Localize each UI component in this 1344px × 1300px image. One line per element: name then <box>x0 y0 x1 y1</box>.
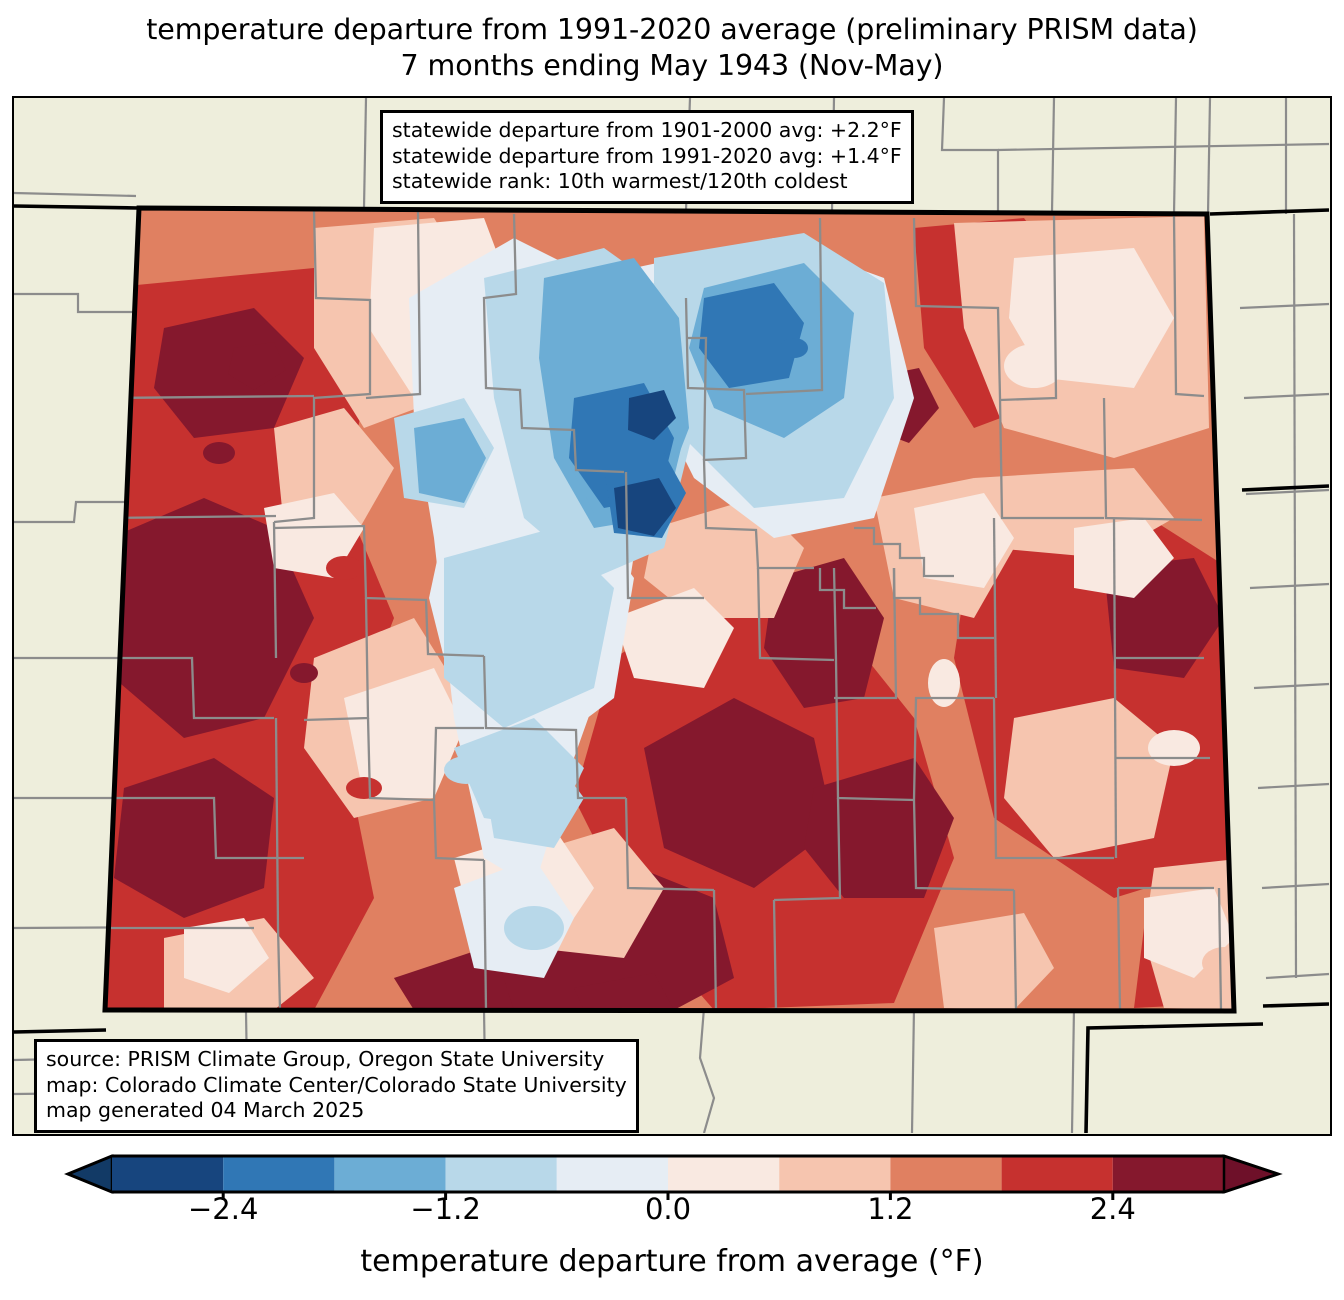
colorbar-band <box>223 1156 335 1192</box>
title-line-1: temperature departure from 1991-2020 ave… <box>146 13 1198 46</box>
colorbar-tick-label: 1.2 <box>867 1192 914 1226</box>
colorbar-tick-label: 0.0 <box>644 1192 692 1226</box>
title-line-2: 7 months ending May 1943 (Nov-May) <box>400 49 944 82</box>
colorbar-band <box>1112 1156 1224 1192</box>
colorbar-tick-label: −2.4 <box>187 1192 259 1226</box>
stats-line-3: statewide rank: 10th warmest/120th colde… <box>392 169 848 193</box>
source-line-2: map: Colorado Climate Center/Colorado St… <box>46 1072 627 1097</box>
colorado-county-lines <box>105 209 1223 1011</box>
colorado-state-boundary <box>102 205 1237 1014</box>
page-title: temperature departure from 1991-2020 ave… <box>0 12 1344 84</box>
statewide-stats-box: statewide departure from 1901-2000 avg: … <box>380 110 914 204</box>
colorbar-band <box>112 1156 224 1192</box>
colorbar-tick-labels: −2.4 −1.2 0.0 1.2 2.4 <box>0 1192 1344 1236</box>
colorbar-band <box>334 1156 446 1192</box>
contour-speckles <box>203 208 1234 979</box>
colorbar-tick-label: −1.2 <box>410 1192 481 1226</box>
colorbar-band <box>779 1156 891 1192</box>
colorbar-band <box>668 1156 780 1192</box>
colorbar-over-arrow <box>1222 1154 1282 1194</box>
source-credit-box: source: PRISM Climate Group, Oregon Stat… <box>34 1039 639 1133</box>
colorbar-band <box>445 1156 557 1192</box>
stats-line-2: statewide departure from 1991-2020 avg: … <box>392 143 902 168</box>
map-frame <box>12 96 1332 1136</box>
colorbar-axis-label: temperature departure from average (°F) <box>360 1244 984 1279</box>
colorbar-band-group <box>64 1154 1283 1194</box>
colorbar-legend: −2.4 −1.2 0.0 1.2 2.4 temperature departure … <box>0 1140 1344 1300</box>
stats-line-1: statewide departure from 1901-2000 avg: … <box>392 118 902 142</box>
temperature-contour-field <box>105 208 1234 1011</box>
source-line-1: source: PRISM Climate Group, Oregon Stat… <box>46 1047 605 1071</box>
colorbar-band <box>556 1156 668 1192</box>
colorbar-band <box>1001 1156 1113 1192</box>
neighbor-state-lines <box>14 204 1329 1133</box>
colorado-temperature-map <box>14 98 1329 1133</box>
colorbar-band <box>890 1156 1002 1192</box>
colorbar-tick-label: 2.4 <box>1089 1192 1136 1226</box>
colorbar-tick-marks <box>221 1192 1115 1200</box>
colorbar-outline <box>64 1154 1283 1194</box>
colorbar-swatches <box>64 1154 1283 1200</box>
colorbar-under-arrow <box>64 1154 114 1194</box>
source-line-3: map generated 04 March 2025 <box>46 1098 365 1122</box>
